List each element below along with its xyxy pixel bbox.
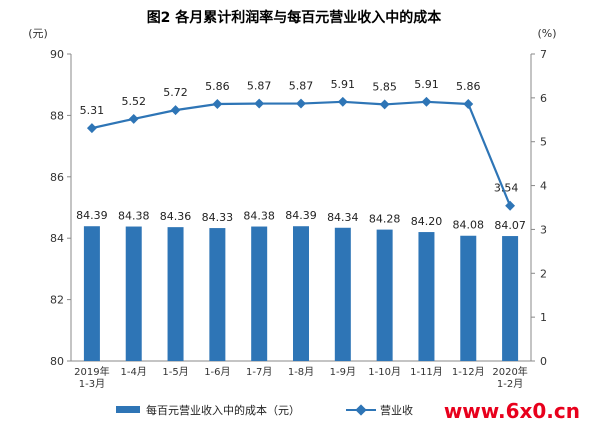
line-point — [421, 96, 432, 107]
left-axis: 80 82 84 86 88 90 — [50, 48, 71, 368]
category-label: 1-9月 — [330, 366, 356, 378]
category-label: 2019年 — [74, 365, 109, 378]
chart-title: 图2 各月累计利润率与每百元营业收入中的成本 — [147, 9, 443, 26]
category-label: 1-6月 — [204, 366, 230, 378]
line-value-label: 5.86 — [205, 80, 230, 93]
bar — [125, 226, 142, 361]
line-point — [128, 113, 139, 124]
line-point — [86, 123, 97, 134]
line-value-label: 5.72 — [163, 86, 188, 99]
line-value-label: 5.91 — [331, 78, 356, 91]
left-tick-label: 84 — [50, 232, 64, 245]
bar-value-label: 84.34 — [327, 211, 359, 224]
category-label: 1-3月 — [79, 378, 105, 390]
right-axis-unit: (%) — [537, 27, 556, 40]
category-label: 1-12月 — [452, 366, 485, 378]
line-series — [86, 96, 516, 211]
right-tick-label: 5 — [540, 136, 547, 149]
right-axis: 0 1 2 3 4 5 6 7 — [531, 48, 547, 368]
legend-bar-label: 每百元营业收入中的成本（元） — [146, 403, 300, 417]
bar — [293, 226, 309, 361]
left-tick-label: 88 — [50, 109, 64, 122]
bar — [460, 235, 477, 361]
bar-series — [83, 226, 519, 361]
line-point — [212, 99, 223, 109]
bar — [334, 227, 351, 361]
bar-value-label: 84.28 — [369, 213, 401, 226]
line-value-label: 5.31 — [80, 104, 105, 117]
bar — [418, 232, 435, 361]
line-point — [254, 98, 265, 109]
line-data-labels: 5.31 5.52 5.72 5.86 5.87 5.87 5.91 5.85 5.91 5.86… — [80, 78, 519, 195]
bar-value-label: 84.08 — [453, 219, 485, 232]
line-point — [170, 105, 181, 116]
legend-bar-swatch — [116, 406, 140, 413]
category-label: 1-2月 — [497, 378, 523, 390]
category-label: 2020年 — [492, 365, 527, 378]
category-label: 1-7月 — [246, 366, 272, 378]
bar-value-label: 84.39 — [285, 209, 317, 222]
bar-data-labels: 84.39 84.38 84.36 84.33 84.38 84.39 84.34 84.28… — [76, 209, 526, 232]
line-value-label: 5.85 — [372, 80, 397, 93]
right-tick-label: 3 — [540, 223, 547, 236]
category-label: 1-5月 — [162, 366, 188, 378]
right-tick-label: 1 — [540, 311, 547, 324]
legend: 每百元营业收入中的成本（元） 营业收 — [116, 403, 413, 417]
line-value-label: 5.91 — [414, 78, 439, 91]
category-label: 1-10月 — [368, 366, 401, 378]
bar — [83, 226, 100, 361]
left-axis-unit: (元) — [28, 27, 48, 40]
bar-value-label: 84.38 — [243, 210, 275, 223]
category-label: 1-4月 — [121, 366, 147, 378]
bar — [167, 227, 184, 361]
right-tick-label: 4 — [540, 180, 547, 193]
line-value-label: 5.87 — [247, 80, 272, 93]
bar-value-label: 84.39 — [76, 209, 108, 222]
line-point — [505, 200, 516, 211]
bar — [209, 228, 226, 361]
legend-line-marker — [355, 404, 367, 416]
right-tick-label: 6 — [540, 92, 547, 105]
legend-line-label: 营业收 — [380, 403, 413, 417]
bar-value-label: 84.33 — [202, 211, 234, 224]
line-value-label: 5.86 — [456, 80, 481, 93]
left-tick-label: 90 — [50, 48, 64, 61]
bar-value-label: 84.38 — [118, 210, 150, 223]
bar-value-label: 84.07 — [494, 219, 526, 232]
bar — [251, 226, 268, 361]
line-point — [463, 99, 474, 109]
right-tick-label: 0 — [540, 355, 547, 368]
line-value-label: 5.52 — [121, 95, 146, 108]
bar-value-label: 84.36 — [160, 210, 192, 223]
watermark-text: www.6x0.cn — [444, 399, 580, 423]
category-label: 1-8月 — [288, 366, 314, 378]
line-point — [296, 98, 306, 109]
left-tick-label: 82 — [50, 294, 64, 307]
line-value-label: 5.87 — [289, 80, 314, 93]
left-tick-label: 86 — [50, 171, 64, 184]
bar — [376, 229, 393, 361]
left-tick-label: 80 — [50, 355, 64, 368]
line-point — [379, 99, 390, 110]
line-value-label: 3.54 — [494, 182, 519, 195]
line-point — [337, 96, 348, 107]
bar-value-label: 84.20 — [411, 215, 443, 228]
series-line — [91, 100, 512, 207]
category-label: 1-11月 — [410, 366, 443, 378]
right-tick-label: 7 — [540, 48, 547, 61]
right-tick-label: 2 — [540, 267, 547, 280]
bar — [502, 236, 519, 361]
